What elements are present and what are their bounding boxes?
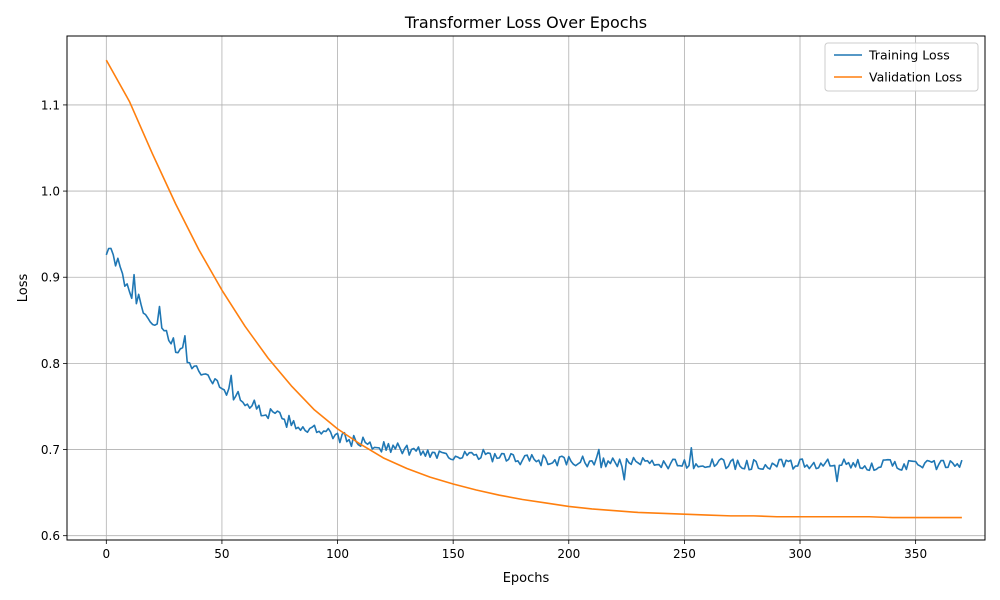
series-layer <box>105 59 963 519</box>
x-tick-label: 0 <box>102 547 110 561</box>
x-tick-label: 300 <box>789 547 812 561</box>
grid <box>67 36 985 540</box>
y-axis-title: Loss <box>16 274 31 303</box>
x-tick-label: 150 <box>442 547 465 561</box>
x-tick-label: 350 <box>904 547 927 561</box>
validation-loss-line <box>105 59 962 519</box>
y-tick-label: 1.0 <box>41 185 60 199</box>
legend: Training Loss Validation Loss <box>824 42 979 92</box>
chart-title: Transformer Loss Over Epochs <box>404 13 647 32</box>
plot-frame <box>66 35 986 541</box>
y-tick-label: 1.1 <box>41 98 60 112</box>
y-tick-label: 0.7 <box>41 443 60 457</box>
x-tick-label: 250 <box>673 547 696 561</box>
x-tick-label: 50 <box>214 547 229 561</box>
y-tick-label: 0.8 <box>41 357 60 371</box>
x-tick-label: 200 <box>557 547 580 561</box>
training-loss-line <box>105 247 963 483</box>
y-axis: 0.6 0.7 0.8 0.9 1.0 1.1 <box>41 98 67 543</box>
y-tick-label: 0.6 <box>41 529 60 543</box>
x-axis-title: Epochs <box>503 571 550 586</box>
legend-label-training: Training Loss <box>868 48 950 63</box>
y-tick-label: 0.9 <box>41 271 60 285</box>
x-axis: 0 50 100 150 200 250 300 350 <box>102 540 927 561</box>
legend-label-validation: Validation Loss <box>869 70 962 85</box>
legend-box <box>824 42 979 92</box>
x-tick-label: 100 <box>326 547 349 561</box>
